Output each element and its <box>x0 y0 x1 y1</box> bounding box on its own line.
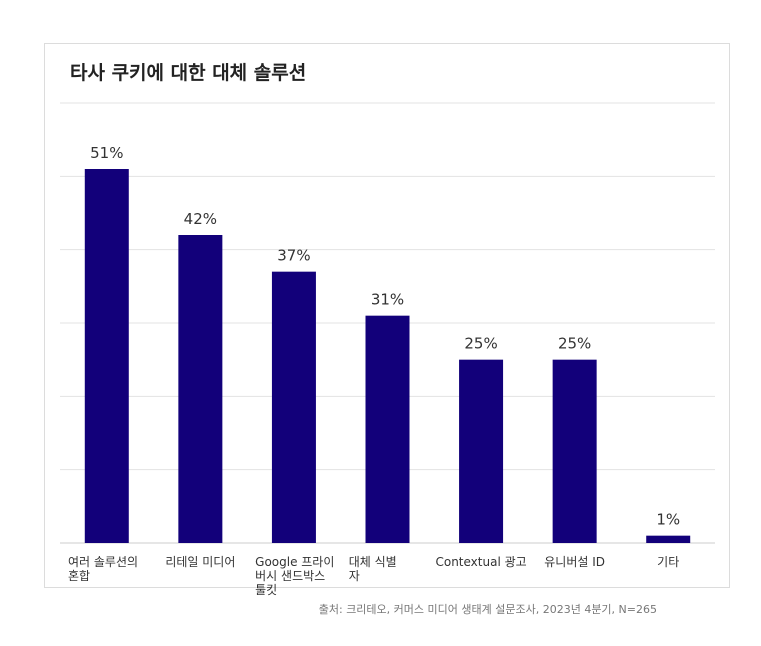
value-label: 31% <box>371 291 404 309</box>
bars <box>84 169 691 543</box>
bar <box>271 271 316 543</box>
value-labels: 51% 42% 37% 31% 25% 25% 1% <box>90 144 680 529</box>
category-labels: 여러 솔루션의 혼합 리테일 미디어 Google 프라이 버시 샌드박스 툴킷 대체 식별… <box>68 555 679 597</box>
category-label: 리테일 미디어 <box>165 555 235 569</box>
value-label: 37% <box>277 247 310 265</box>
bar <box>178 235 223 543</box>
value-label: 42% <box>184 210 217 228</box>
chart-title: 타사 쿠키에 대한 대체 솔루션 <box>70 62 307 84</box>
category-label: Google 프라이 버시 샌드박스 툴킷 <box>255 555 334 597</box>
value-label: 51% <box>90 144 123 162</box>
bar <box>552 359 597 543</box>
bar <box>459 359 504 543</box>
category-label: Contextual 광고 <box>435 555 526 569</box>
category-label: 기타 <box>657 555 679 569</box>
source-note: 출처: 크리테오, 커머스 미디어 생태계 설문조사, 2023년 4분기, N… <box>318 603 657 616</box>
category-label: 대체 식별 자 <box>349 555 397 583</box>
value-label: 1% <box>656 511 680 529</box>
value-label: 25% <box>464 335 497 353</box>
category-label: 여러 솔루션의 혼합 <box>68 555 138 583</box>
bar <box>365 315 410 543</box>
bar <box>84 169 129 543</box>
value-label: 25% <box>558 335 591 353</box>
category-label: 유니버설 ID <box>544 555 605 569</box>
bar <box>646 535 691 543</box>
